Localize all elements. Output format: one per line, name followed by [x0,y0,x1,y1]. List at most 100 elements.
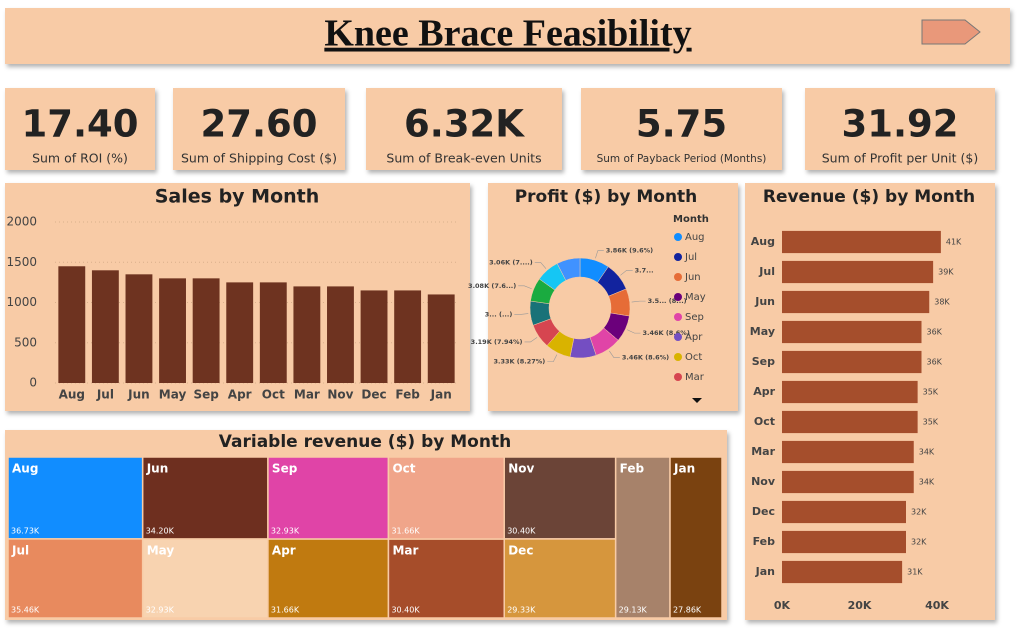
data-label: 32K [911,538,927,547]
bar [394,290,422,383]
tile-value: 29.13K [619,606,648,615]
treemap-tile [503,538,617,619]
kpi-label: Sum of Profit per Unit ($) [822,151,978,166]
data-label: 3.46K (8.6%) [642,329,689,337]
leader-line [518,285,532,290]
tile-value: 27.86K [673,606,702,615]
bar [427,294,455,383]
y-tick-label: 1500 [6,255,37,269]
legend-label: Sep [685,312,704,323]
x-tick-label: 20K [848,599,872,612]
bar [259,282,287,383]
tile-label: Aug [12,462,38,476]
kpi-label: Sum of ROI (%) [32,151,128,166]
bar [782,350,922,374]
x-tick-label: 0K [774,599,791,612]
y-tick-label: Jan [755,565,775,578]
leader-line [595,250,604,259]
x-tick-label: Jun [127,388,150,402]
data-label: 34K [919,478,935,487]
x-tick-label: 40K [925,599,949,612]
data-label: 3.46K (8.6%) [622,354,669,362]
bar [782,470,914,494]
bar [782,410,918,434]
data-label: 3... (...) [485,310,513,318]
treemap-tile [141,456,269,540]
leader-line [534,262,547,269]
bar [782,500,906,524]
tile-label: May [147,544,175,558]
data-label: 31K [907,568,923,577]
legend-swatch [674,233,682,241]
tile-label: Dec [508,543,533,557]
legend-label: Jun [684,272,701,283]
data-label: 3.86K (9.6%) [606,247,653,255]
data-label: 36K [927,358,943,367]
y-tick-label: Apr [753,385,775,398]
legend-scroll[interactable] [692,398,702,403]
data-label: 35K [923,418,939,427]
y-tick-label: Aug [751,235,775,248]
bar [58,266,86,383]
data-label: 3.5... (8...) [648,297,687,305]
data-label: 3.06K (7....) [489,259,533,267]
bar [782,440,914,464]
treemap-tile [614,456,671,619]
legend-label: Mar [685,372,705,383]
leader-line [627,329,641,334]
tile-value: 34.20K [146,527,175,536]
legend-title: Month [673,214,709,225]
x-tick-label: Jan [430,388,452,402]
tile-label: Jul [11,543,29,557]
page-title: Knee Brace Feasibility [324,13,691,55]
leader-line [609,350,620,358]
leader-line [620,269,633,276]
x-tick-label: Sep [193,388,219,402]
tile-label: Mar [392,544,418,558]
tile-label: Feb [620,462,645,476]
tile-label: Nov [508,462,534,476]
header-panel [5,8,1010,64]
bar [192,278,220,383]
tile-label: Apr [272,544,296,558]
leader-line [524,337,538,343]
bar [159,278,186,383]
data-label: 3.7... [635,266,654,274]
bar [782,320,922,344]
y-tick-label: Feb [753,535,776,548]
bar [782,230,941,254]
legend-label: Oct [685,352,702,363]
legend-swatch [674,313,682,321]
y-tick-label: 1000 [6,295,37,309]
y-tick-label: Mar [751,445,775,458]
y-tick-label: 0 [29,376,37,390]
tile-value: 30.40K [391,606,420,615]
kpi-card [5,88,155,170]
legend-label: May [685,292,706,303]
y-tick-label: Nov [751,475,776,488]
tile-value: 36.73K [11,526,40,535]
legend-swatch [674,273,682,281]
x-tick-label: Aug [59,388,85,402]
x-tick-label: Apr [228,388,252,402]
y-tick-label: 500 [14,335,37,349]
bar [91,270,119,383]
tile-label: Jun [146,462,169,476]
chart-title: Sales by Month [155,186,320,208]
kpi-value: 5.75 [636,103,727,146]
tile-value: 32.93K [271,527,300,536]
bar [782,530,906,554]
bar [782,290,930,314]
bar [782,260,934,284]
kpi-card [581,88,782,170]
bar [360,290,388,383]
data-label: 36K [927,328,943,337]
bar [327,286,354,383]
data-label: 39K [938,268,954,277]
pie-slice [556,257,581,281]
nav-button[interactable] [921,19,981,45]
tile-value: 29.33K [507,606,536,615]
leader-line [547,354,558,363]
legend-label: Jul [684,252,697,263]
data-label: 34K [919,448,935,457]
